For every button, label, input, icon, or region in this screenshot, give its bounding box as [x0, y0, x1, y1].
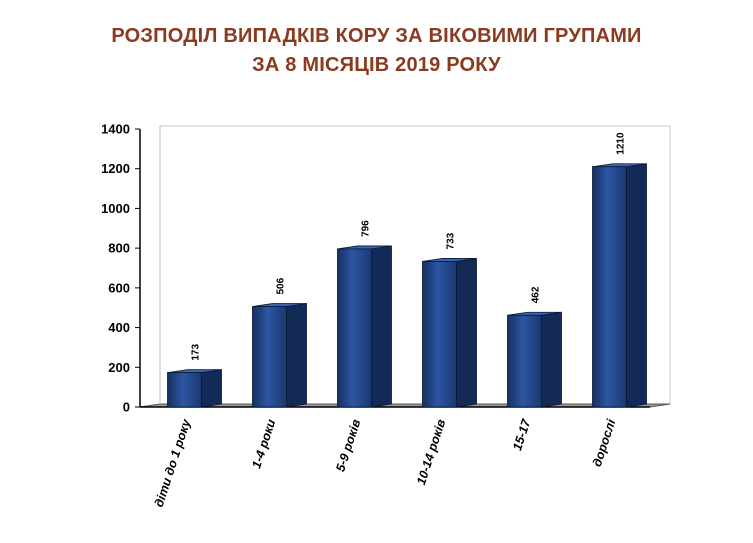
- bar-side: [371, 245, 392, 408]
- bar-side: [626, 163, 647, 408]
- y-tick-label: 600: [108, 280, 130, 295]
- y-tick-label: 400: [108, 320, 130, 335]
- bar: [167, 369, 222, 408]
- bar: [422, 257, 477, 408]
- data-label: 173: [191, 344, 202, 361]
- bar-front: [252, 306, 287, 408]
- category-label: 1-4 роки: [249, 417, 278, 470]
- chart-title-line-2: ЗА 8 МІСЯЦІВ 2019 РОКУ: [252, 54, 501, 76]
- bar: [592, 163, 647, 408]
- bar-front: [422, 261, 457, 408]
- bar-front: [592, 166, 627, 408]
- data-label: 796: [361, 220, 372, 237]
- y-tick-label: 1200: [101, 161, 130, 176]
- y-tick-label: 800: [108, 241, 130, 256]
- bar-front: [167, 372, 202, 408]
- y-tick-label: 200: [108, 360, 130, 375]
- category-label: діти до 1 року: [152, 417, 194, 509]
- bar-front: [337, 248, 372, 408]
- bar-side: [201, 369, 222, 408]
- data-label: 462: [531, 286, 542, 303]
- category-label: дорослі: [590, 417, 619, 468]
- bar-front: [507, 314, 542, 408]
- bar: [252, 303, 307, 408]
- chart-title-line-1: РОЗПОДІЛ ВИПАДКІВ КОРУ ЗА ВІКОВИМИ ГРУПА…: [111, 25, 642, 47]
- bar: [507, 311, 562, 408]
- data-label: 733: [446, 232, 457, 249]
- bar-side: [541, 311, 562, 408]
- y-tick-label: 1000: [101, 201, 130, 216]
- bar-side: [456, 257, 477, 408]
- bar: [337, 245, 392, 408]
- category-label: 5-9 років: [333, 417, 363, 473]
- chart-title: РОЗПОДІЛ ВИПАДКІВ КОРУ ЗА ВІКОВИМИ ГРУПА…: [0, 22, 753, 80]
- category-label: 15-17: [510, 417, 534, 453]
- y-tick-label: 1400: [101, 122, 130, 137]
- bar-side: [286, 303, 307, 408]
- category-label: 10-14 років: [414, 417, 448, 486]
- y-tick-label: 0: [123, 400, 130, 415]
- data-label: 1210: [616, 132, 627, 155]
- data-label: 506: [276, 277, 287, 294]
